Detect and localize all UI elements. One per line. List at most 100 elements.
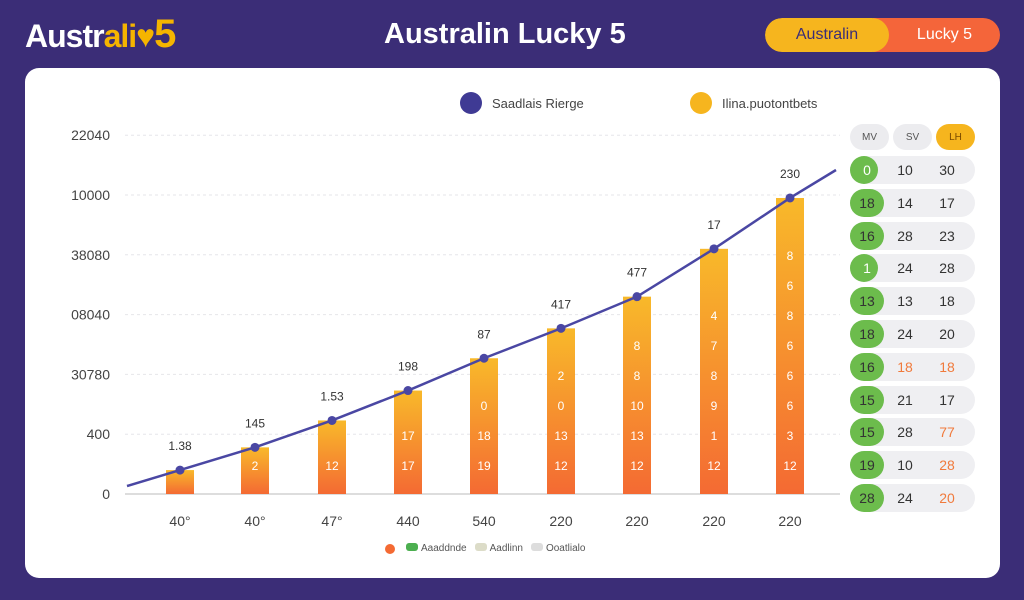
- series-point: [785, 193, 795, 203]
- series-point: [479, 353, 489, 363]
- x-tick-label: 40°: [169, 513, 190, 529]
- table-row[interactable]: 28 24 20: [850, 483, 975, 512]
- table-cell: 24: [897, 489, 913, 506]
- legend-dot-icon: [690, 92, 712, 114]
- table-cell: 16: [859, 227, 875, 244]
- bar-inner-label: 6: [787, 279, 794, 293]
- toggle-australin[interactable]: Australin: [765, 18, 889, 52]
- table-cell: 21: [897, 391, 913, 408]
- bar: [318, 420, 346, 494]
- table-cell: 10: [897, 457, 913, 474]
- table-cell: 18: [859, 194, 875, 211]
- data-label: 1.38: [168, 439, 192, 453]
- column-header[interactable]: MV: [850, 124, 889, 150]
- bar-inner-label: 7: [711, 339, 718, 353]
- table-cell: 28: [897, 424, 913, 441]
- data-label: 1.53: [320, 389, 344, 403]
- bar-inner-label: 13: [630, 429, 644, 443]
- row-badge: [850, 418, 884, 447]
- series-point: [709, 244, 719, 254]
- bar-inner-label: 17: [401, 429, 415, 443]
- y-tick-label: 22040: [71, 127, 110, 143]
- y-tick-label: 08040: [71, 307, 110, 323]
- table-cell: 28: [897, 227, 913, 244]
- legend-item: Ilina.puotontbets: [690, 92, 817, 114]
- bar: [241, 447, 269, 494]
- data-label: 417: [551, 297, 571, 311]
- row-badge: [850, 188, 884, 217]
- legend-item: Ooatlialo: [530, 543, 585, 554]
- bar-inner-label: 0: [481, 399, 488, 413]
- mode-toggle[interactable]: Australin Lucky 5: [765, 18, 1000, 52]
- table-row[interactable]: 16 18 18: [850, 352, 975, 381]
- bar-inner-label: 6: [787, 339, 794, 353]
- series-point: [632, 292, 642, 302]
- table-cell: 16: [859, 358, 875, 375]
- series-point: [403, 386, 413, 396]
- table-cell: 13: [897, 293, 913, 310]
- bar-inner-label: 8: [634, 339, 641, 353]
- table-cell: 23: [939, 227, 955, 244]
- bar-inner-label: 8: [711, 369, 718, 383]
- table-cell: 30: [939, 162, 955, 178]
- page-title: Australin Lucky 5: [384, 18, 626, 50]
- row-badge: [850, 385, 884, 414]
- table-cell: 18: [897, 358, 913, 375]
- bar-inner-label: 17: [401, 459, 415, 473]
- bar-inner-label: 8: [787, 309, 794, 323]
- table-row[interactable]: 16 28 23: [850, 221, 975, 250]
- table-cell: 19: [859, 457, 875, 474]
- y-tick-label: 10000: [71, 187, 110, 203]
- table-cell: 24: [897, 260, 913, 277]
- bar-inner-label: 12: [325, 459, 339, 473]
- bar: [623, 296, 651, 494]
- bar-inner-label: 8: [634, 369, 641, 383]
- bar: [700, 248, 728, 494]
- table-row[interactable]: 18 24 20: [850, 319, 975, 348]
- data-label: 17: [707, 218, 721, 232]
- bar-inner-label: 6: [787, 369, 794, 383]
- y-tick-label: 400: [87, 426, 111, 442]
- bar: [166, 470, 194, 494]
- table-cell: 18: [939, 293, 955, 310]
- series-point: [175, 465, 185, 475]
- table-row[interactable]: 19 10 28: [850, 451, 975, 480]
- table-row[interactable]: 13 13 18: [850, 287, 975, 316]
- data-label: 145: [245, 416, 265, 430]
- table-cell: 17: [939, 194, 955, 211]
- table-row[interactable]: 18 14 17: [850, 188, 975, 217]
- data-label: 198: [398, 360, 418, 374]
- bar-inner-label: 10: [630, 399, 644, 413]
- table-cell: 28: [859, 489, 875, 506]
- logo: Australi♥5: [25, 12, 176, 56]
- table-cell: 18: [939, 358, 955, 375]
- table-cell: 18: [859, 325, 875, 342]
- table-row[interactable]: 15 28 77: [850, 418, 975, 447]
- bar-inner-label: 12: [707, 459, 721, 473]
- table-row[interactable]: 15 21 17: [850, 385, 975, 414]
- series-point: [556, 323, 566, 333]
- toggle-lucky5[interactable]: Lucky 5: [873, 18, 1000, 52]
- column-header[interactable]: LH: [936, 124, 975, 150]
- bar-inner-label: 3: [787, 429, 794, 443]
- column-header[interactable]: SV: [893, 124, 932, 150]
- x-tick-label: 47°: [321, 513, 342, 529]
- bar-inner-label: 2: [252, 459, 259, 473]
- table-cell: 77: [939, 424, 955, 441]
- y-tick-label: 30780: [71, 366, 110, 382]
- x-tick-label: 220: [778, 513, 802, 529]
- bar-inner-label: 6: [787, 399, 794, 413]
- row-badge: [850, 483, 884, 512]
- legend-dot-icon: [385, 543, 395, 554]
- table-cell: 13: [859, 293, 875, 310]
- table-cell: 17: [939, 391, 955, 408]
- y-tick-label: 38080: [71, 247, 110, 263]
- legend-label: Ilina.puotontbets: [722, 95, 818, 111]
- legend-item: Aadlinn: [474, 543, 523, 554]
- x-tick-label: 220: [549, 513, 573, 529]
- table-row[interactable]: 0 10 30: [850, 156, 975, 184]
- data-label: 230: [780, 167, 800, 181]
- legend-label: Saadlais Rierge: [492, 95, 584, 111]
- table-row[interactable]: 1 24 28: [850, 254, 975, 283]
